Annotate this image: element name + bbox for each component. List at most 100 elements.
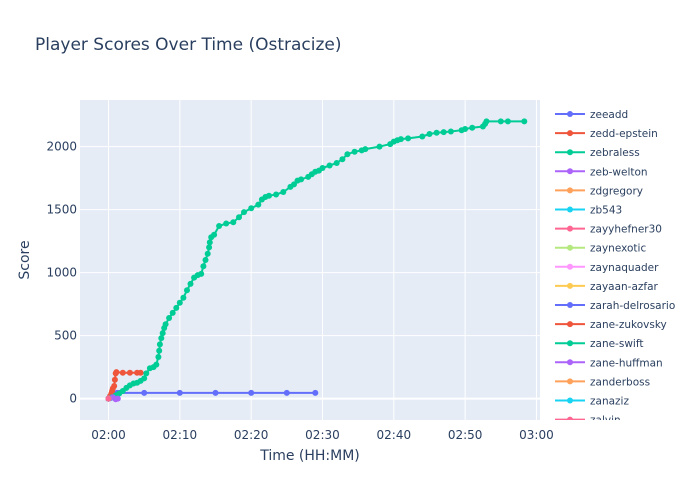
data-point[interactable] [198,270,205,277]
data-point[interactable] [248,205,255,212]
data-point[interactable] [326,162,333,169]
data-point[interactable] [344,151,351,158]
data-point[interactable] [206,244,213,251]
data-point[interactable] [119,369,126,376]
data-point[interactable] [223,220,230,227]
grid-lines [80,100,540,420]
data-point[interactable] [397,136,404,143]
data-point[interactable] [312,389,319,396]
legend-item[interactable]: zalvin [555,415,621,427]
data-point[interactable] [255,201,262,208]
data-point[interactable] [462,126,469,132]
data-point[interactable] [176,389,183,396]
legend-item[interactable]: zane-zukovsky [555,319,667,331]
data-point[interactable] [497,118,504,125]
legend-item[interactable]: zanderboss [555,376,650,388]
data-point[interactable] [137,369,144,376]
data-point[interactable] [376,143,383,150]
data-point[interactable] [141,389,148,396]
data-point[interactable] [283,389,290,396]
data-point[interactable] [266,192,272,199]
data-point[interactable] [143,370,150,377]
data-point[interactable] [184,287,190,294]
y-axis-title: Score [17,240,33,279]
data-point[interactable] [187,280,194,287]
data-point[interactable] [248,389,255,396]
data-point[interactable] [153,361,160,368]
legend-item[interactable]: zeb-welton [555,166,648,178]
legend-item[interactable]: zdgregory [555,185,643,197]
data-point[interactable] [216,223,223,229]
data-point[interactable] [351,148,358,155]
legend-item[interactable]: zaynexotic [555,243,646,255]
data-point[interactable] [200,263,207,270]
legend-item[interactable]: zedd-epstein [555,128,658,140]
data-point[interactable] [280,189,287,195]
data-point[interactable] [105,395,112,402]
data-point[interactable] [141,375,148,382]
data-point[interactable] [405,135,412,142]
data-point[interactable] [204,250,211,257]
data-point[interactable] [333,160,340,166]
data-point[interactable] [241,209,247,216]
data-point[interactable] [113,369,120,376]
data-point[interactable] [273,191,280,198]
data-point[interactable] [166,315,173,321]
data-point[interactable] [230,219,237,226]
legend-label: zanderboss [590,376,650,388]
legend-item[interactable]: zayyhefner30 [555,224,662,236]
legend-marker-swatch [567,187,573,194]
data-point[interactable] [176,299,183,306]
legend-box[interactable] [549,100,700,420]
data-point[interactable] [169,309,176,316]
data-point[interactable] [298,176,305,183]
legend-item[interactable]: zanaziz [555,396,629,408]
legend-item[interactable]: zane-swift [555,338,643,350]
legend-item[interactable]: zayaan-azfar [555,281,659,293]
legend-item[interactable]: zaynaquader [555,262,659,274]
legend-item[interactable]: zarah-delrosario [555,300,675,312]
legend-item[interactable]: zb543 [555,205,622,217]
x-tick-label: 02:30 [305,428,340,442]
data-point[interactable] [155,354,162,360]
legend-item[interactable]: zane-huffman [555,357,663,369]
legend-label: zalvin [590,415,621,427]
data-point[interactable] [173,304,180,311]
data-point[interactable] [426,131,433,137]
data-point[interactable] [362,146,369,153]
data-point[interactable] [236,214,242,221]
data-point[interactable] [469,124,476,131]
data-point[interactable] [159,330,166,337]
data-point[interactable] [433,129,440,136]
legend-label: zeb-welton [590,166,648,178]
data-point[interactable] [419,133,426,140]
data-point[interactable] [111,383,118,389]
data-point[interactable] [339,156,346,163]
data-point[interactable] [504,118,511,125]
data-point[interactable] [211,231,218,238]
data-point[interactable] [114,395,121,402]
data-point[interactable] [180,294,187,301]
data-point[interactable] [212,389,219,396]
data-point[interactable] [126,369,133,376]
data-point[interactable] [440,129,447,136]
legend-item[interactable]: zeeadd [555,109,628,121]
plot-area [80,100,540,420]
legend[interactable]: zeeadd zedd-epstein zebraless zeb-welton zdg… [555,109,675,427]
data-point[interactable] [158,335,165,342]
legend-item[interactable]: zebraless [555,147,640,159]
data-point[interactable] [483,118,490,125]
data-point[interactable] [521,118,528,125]
data-point[interactable] [202,257,209,263]
data-point[interactable] [447,128,454,135]
data-point[interactable] [291,181,297,188]
data-point[interactable] [156,341,163,348]
data-point[interactable] [156,347,163,354]
y-tick-label: 0 [69,392,77,406]
legend-marker-swatch [567,206,573,213]
legend-marker-swatch [567,359,573,366]
data-point[interactable] [111,376,118,383]
data-point[interactable] [206,239,213,246]
data-point[interactable] [319,165,326,171]
data-point[interactable] [162,321,169,328]
